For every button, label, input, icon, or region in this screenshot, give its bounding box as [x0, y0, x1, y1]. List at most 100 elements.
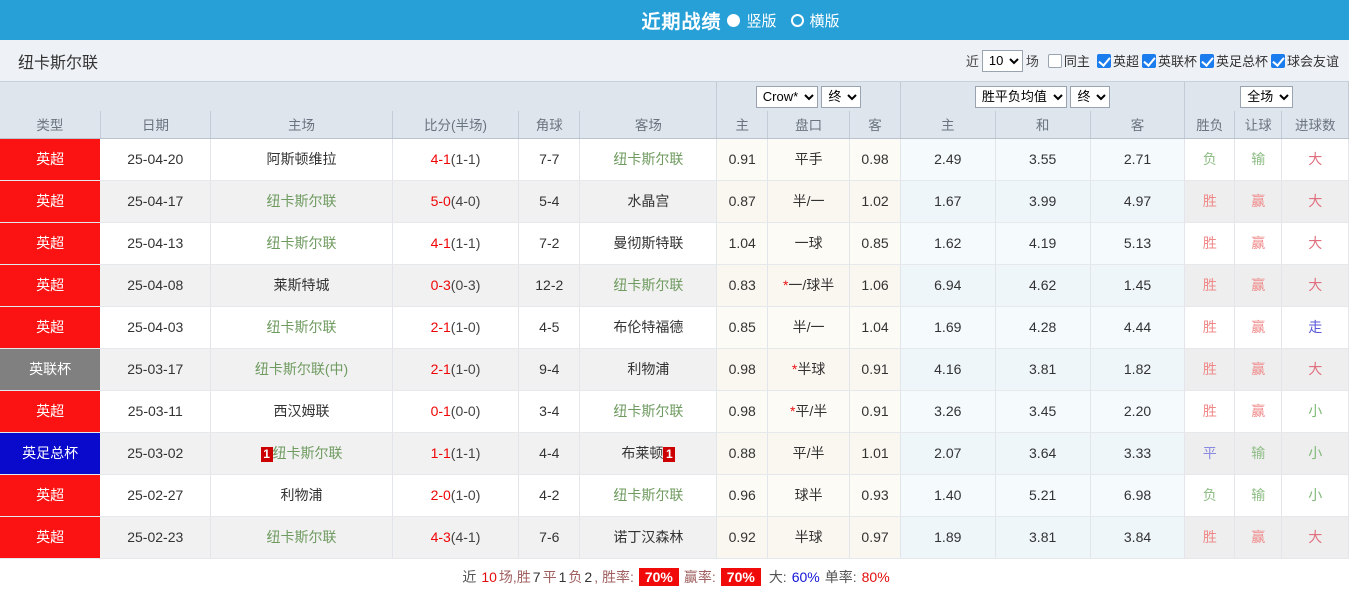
col-type[interactable]: 类型	[0, 111, 101, 139]
col-score[interactable]: 比分(半场)	[392, 111, 520, 139]
cell-home-team[interactable]: 纽卡斯尔联(中)	[210, 348, 393, 391]
col-od-draw[interactable]: 和	[995, 111, 1091, 139]
checkbox-efl-cup[interactable]	[1141, 53, 1156, 68]
odds-stage-select[interactable]: 终	[1070, 85, 1111, 108]
cell-type[interactable]: 英超	[0, 474, 101, 517]
table-row[interactable]: 英超 25-02-23 纽卡斯尔联 4-3(4-1) 7-6 诺丁汉森林 0.92 半球 0.9…	[0, 516, 1349, 559]
col-home[interactable]: 主场	[210, 111, 393, 139]
cell-score[interactable]: 4-1(1-1)	[392, 222, 520, 265]
match-count-select[interactable]: 10	[981, 49, 1023, 72]
col-handicap-result[interactable]: 让球	[1234, 111, 1283, 139]
cell-type[interactable]: 英超	[0, 138, 101, 181]
cell-score[interactable]: 1-1(1-1)	[392, 432, 520, 475]
radio-vertical-label[interactable]: 竖版	[746, 12, 777, 30]
table-row[interactable]: 英超 25-04-17 纽卡斯尔联 5-0(4-0) 5-4 水晶宫 0.87 半/一 1.02…	[0, 180, 1349, 223]
competition-badge[interactable]: 英超	[0, 474, 101, 515]
handicap-stage-select[interactable]: 终	[821, 85, 862, 108]
competition-badge[interactable]: 英超	[0, 264, 101, 305]
col-goals-result[interactable]: 进球数	[1281, 111, 1349, 139]
col-away[interactable]: 客场	[579, 111, 718, 139]
label-epl[interactable]: 英超	[1112, 54, 1139, 69]
table-row[interactable]: 英联杯 25-03-17 纽卡斯尔联(中) 2-1(1-0) 9-4 利物浦 0.98 *半球…	[0, 348, 1349, 391]
comp-filter-epl[interactable]: 英超	[1096, 51, 1139, 70]
cell-home-team[interactable]: 纽卡斯尔联	[210, 222, 393, 265]
cell-score[interactable]: 2-1(1-0)	[392, 348, 520, 391]
scope-select[interactable]: 全场	[1240, 85, 1294, 108]
cell-away-team[interactable]: 利物浦	[579, 348, 718, 391]
cell-score[interactable]: 4-1(1-1)	[392, 138, 520, 181]
label-efl-cup[interactable]: 英联杯	[1157, 54, 1197, 69]
table-row[interactable]: 英超 25-03-11 西汉姆联 0-1(0-0) 3-4 纽卡斯尔联 0.98 *平/半 0.…	[0, 390, 1349, 433]
cell-score[interactable]: 0-3(0-3)	[392, 264, 520, 307]
cell-home-team[interactable]: 阿斯顿维拉	[210, 138, 393, 181]
table-row[interactable]: 英超 25-04-20 阿斯顿维拉 4-1(1-1) 7-7 纽卡斯尔联 0.91 平手 0.9…	[0, 138, 1349, 181]
odds-type-select[interactable]: 胜平负均值	[974, 85, 1067, 108]
cell-home-team[interactable]: 西汉姆联	[210, 390, 393, 433]
same-home-checkbox[interactable]	[1047, 53, 1062, 68]
cell-away-team[interactable]: 曼彻斯特联	[579, 222, 718, 265]
cell-away-team[interactable]: 布莱顿 1	[579, 432, 718, 475]
cell-away-team[interactable]: 纽卡斯尔联	[579, 264, 718, 307]
col-od-home[interactable]: 主	[900, 111, 996, 139]
comp-filter-fa-cup[interactable]: 英足总杯	[1199, 51, 1268, 70]
competition-badge[interactable]: 英超	[0, 306, 101, 347]
col-corner[interactable]: 角球	[518, 111, 581, 139]
col-hc-line[interactable]: 盘口	[767, 111, 851, 139]
col-od-away[interactable]: 客	[1090, 111, 1186, 139]
cell-score[interactable]: 2-1(1-0)	[392, 306, 520, 349]
cell-home-team[interactable]: 1 纽卡斯尔联	[210, 432, 393, 475]
checkbox-friendly[interactable]	[1270, 53, 1285, 68]
cell-type[interactable]: 英超	[0, 306, 101, 349]
table-row[interactable]: 英超 25-04-13 纽卡斯尔联 4-1(1-1) 7-2 曼彻斯特联 1.04 一球 0.8…	[0, 222, 1349, 265]
cell-home-team[interactable]: 莱斯特城	[210, 264, 393, 307]
competition-badge[interactable]: 英超	[0, 138, 101, 179]
competition-badge[interactable]: 英超	[0, 222, 101, 263]
competition-badge[interactable]: 英超	[0, 516, 101, 557]
competition-badge[interactable]: 英超	[0, 180, 101, 221]
cell-away-team[interactable]: 纽卡斯尔联	[579, 138, 718, 181]
cell-type[interactable]: 英联杯	[0, 348, 101, 391]
label-friendly[interactable]: 球会友谊	[1286, 54, 1339, 69]
comp-filter-friendly[interactable]: 球会友谊	[1270, 51, 1339, 70]
cell-type[interactable]: 英超	[0, 390, 101, 433]
col-date[interactable]: 日期	[100, 111, 212, 139]
cell-home-team[interactable]: 纽卡斯尔联	[210, 306, 393, 349]
radio-horizontal[interactable]	[790, 13, 804, 27]
bookmaker-select[interactable]: Crow*	[755, 85, 818, 108]
col-hc-away[interactable]: 客	[849, 111, 901, 139]
competition-badge[interactable]: 英足总杯	[0, 432, 101, 473]
cell-score[interactable]: 0-1(0-0)	[392, 390, 520, 433]
cell-home-team[interactable]: 纽卡斯尔联	[210, 180, 393, 223]
cell-away-team[interactable]: 布伦特福德	[579, 306, 718, 349]
cell-type[interactable]: 英超	[0, 180, 101, 223]
table-row[interactable]: 英超 25-04-08 莱斯特城 0-3(0-3) 12-2 纽卡斯尔联 0.83 *一/球半…	[0, 264, 1349, 307]
radio-vertical[interactable]	[727, 13, 741, 27]
cell-score[interactable]: 2-0(1-0)	[392, 474, 520, 517]
cell-home-team[interactable]: 利物浦	[210, 474, 393, 517]
cell-home-team[interactable]: 纽卡斯尔联	[210, 516, 393, 559]
table-row[interactable]: 英足总杯 25-03-02 1 纽卡斯尔联 1-1(1-1) 4-4 布莱顿 1 0.88 平/半…	[0, 432, 1349, 475]
cell-away-team[interactable]: 水晶宫	[579, 180, 718, 223]
cell-type[interactable]: 英超	[0, 264, 101, 307]
label-fa-cup[interactable]: 英足总杯	[1215, 54, 1268, 69]
col-hc-home[interactable]: 主	[716, 111, 768, 139]
cell-away-team[interactable]: 纽卡斯尔联	[579, 390, 718, 433]
checkbox-epl[interactable]	[1096, 53, 1111, 68]
competition-badge[interactable]: 英超	[0, 390, 101, 431]
comp-filter-efl-cup[interactable]: 英联杯	[1141, 51, 1197, 70]
same-home-checkbox-wrap[interactable]: 同主	[1047, 51, 1090, 70]
cell-away-team[interactable]: 诺丁汉森林	[579, 516, 718, 559]
cell-score[interactable]: 4-3(4-1)	[392, 516, 520, 559]
cell-type[interactable]: 英超	[0, 516, 101, 559]
cell-away-team[interactable]: 纽卡斯尔联	[579, 474, 718, 517]
col-result[interactable]: 胜负	[1184, 111, 1235, 139]
checkbox-fa-cup[interactable]	[1199, 53, 1214, 68]
cell-type[interactable]: 英超	[0, 222, 101, 265]
cell-score[interactable]: 5-0(4-0)	[392, 180, 520, 223]
table-row[interactable]: 英超 25-02-27 利物浦 2-0(1-0) 4-2 纽卡斯尔联 0.96 球半 0.93 1…	[0, 474, 1349, 517]
table-row[interactable]: 英超 25-04-03 纽卡斯尔联 2-1(1-0) 4-5 布伦特福德 0.85 半/一 1.…	[0, 306, 1349, 349]
same-home-label[interactable]: 同主	[1063, 54, 1090, 69]
radio-horizontal-label[interactable]: 横版	[809, 12, 840, 30]
competition-badge[interactable]: 英联杯	[0, 348, 101, 389]
cell-type[interactable]: 英足总杯	[0, 432, 101, 475]
